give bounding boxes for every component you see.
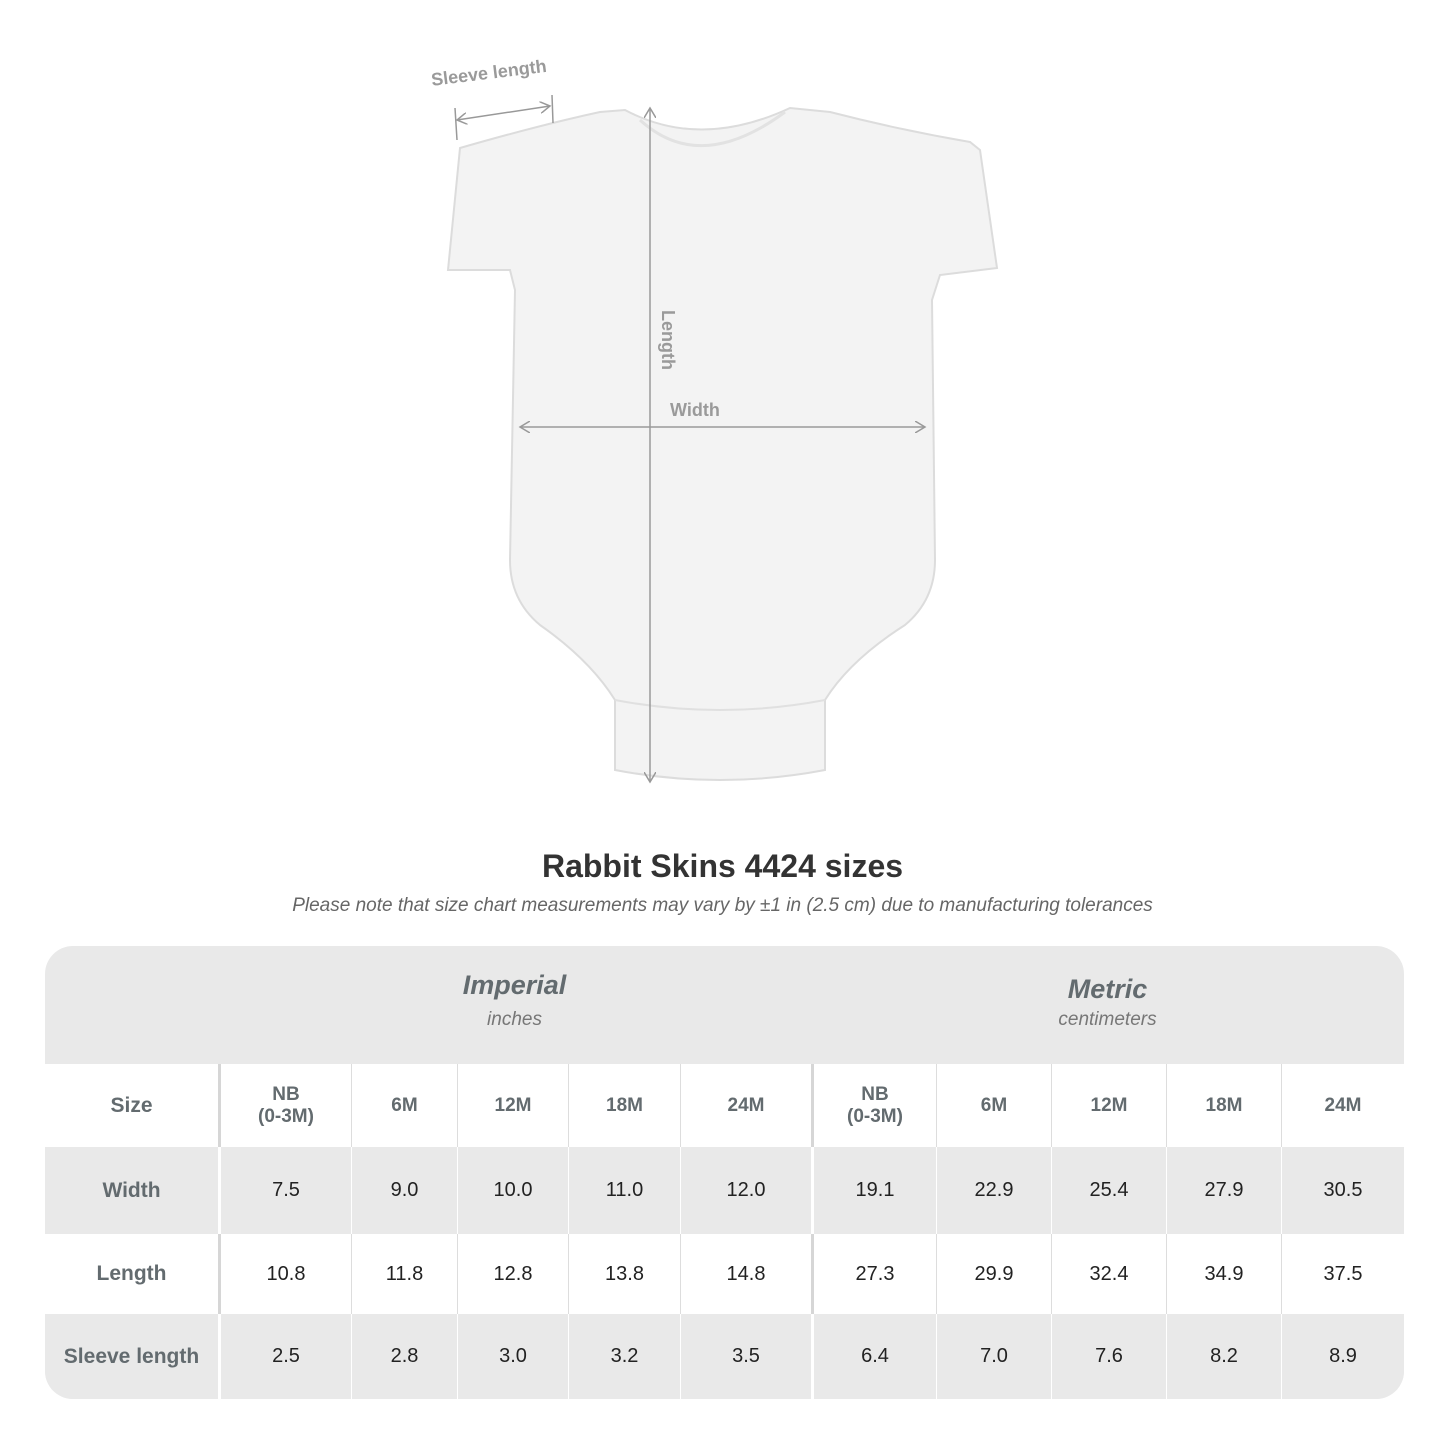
- length-label: Length: [658, 310, 678, 370]
- row-label: Length: [96, 1262, 167, 1285]
- size-header: 18M: [568, 1064, 680, 1147]
- size-header: 12M: [457, 1064, 568, 1147]
- onesie-image: [446, 106, 999, 781]
- table-cell: 2.8: [351, 1314, 457, 1399]
- row-label: Width: [102, 1178, 161, 1202]
- imperial-title: Imperial: [462, 970, 567, 1000]
- tolerance-note: Please note that size chart measurements…: [292, 895, 1153, 916]
- onesie-diagram: [446, 94, 999, 820]
- table-cell: 9.0: [351, 1147, 457, 1234]
- size-header: 24M: [1281, 1064, 1404, 1147]
- imperial-header: Imperial inches: [218, 946, 811, 1064]
- table-cell: 11.0: [568, 1147, 680, 1234]
- table-cell: 2.5: [218, 1314, 351, 1399]
- size-header: 12M: [1051, 1064, 1166, 1147]
- table-cell: 27.3: [811, 1234, 936, 1314]
- table-cell: 7.5: [218, 1147, 351, 1234]
- table-row: Length 10.8 11.8 12.8 13.8 14.8 27.3 29.9 32.4 34…: [45, 1234, 1404, 1314]
- size-table: Imperial inches Metric centimeters Size N…: [45, 946, 1404, 1399]
- size-label: Size: [110, 1093, 153, 1117]
- sleeve-measure-line: [457, 106, 550, 120]
- table-cell: 30.5: [1281, 1147, 1404, 1234]
- table-cell: 14.8: [680, 1234, 811, 1314]
- metric-header: Metric centimeters: [811, 946, 1404, 1064]
- row-label: Sleeve length: [63, 1344, 200, 1368]
- size-header: 6M: [936, 1064, 1051, 1147]
- table-cell: 8.2: [1166, 1314, 1281, 1399]
- table-cell: 7.6: [1051, 1314, 1166, 1399]
- size-header: 18M: [1166, 1064, 1281, 1147]
- table-cell: 32.4: [1051, 1234, 1166, 1314]
- table-cell: 22.9: [936, 1147, 1051, 1234]
- size-header: NB (0-3M): [811, 1064, 936, 1147]
- table-cell: 34.9: [1166, 1234, 1281, 1314]
- table-cell: 25.4: [1051, 1147, 1166, 1234]
- metric-title: Metric: [1067, 974, 1148, 1004]
- table-cell: 3.5: [680, 1314, 811, 1399]
- size-header: 6M: [351, 1064, 457, 1147]
- table-cell: 7.0: [936, 1314, 1051, 1399]
- size-header: NB (0-3M): [218, 1064, 351, 1147]
- snap-flap-seam: [614, 699, 826, 711]
- table-row: Width 7.5 9.0 10.0 11.0 12.0 19.1 22.9 25.4 27.9 3…: [45, 1147, 1404, 1234]
- table-cell: 12.0: [680, 1147, 811, 1234]
- size-header: 24M: [680, 1064, 811, 1147]
- table-cell: 10.8: [218, 1234, 351, 1314]
- table-cell: 27.9: [1166, 1147, 1281, 1234]
- table-cell: 29.9: [936, 1234, 1051, 1314]
- sleeve-measure-tick-right: [551, 94, 554, 124]
- table-cell: 3.0: [457, 1314, 568, 1399]
- metric-unit: centimeters: [1058, 1009, 1157, 1030]
- table-cell: 19.1: [811, 1147, 936, 1234]
- table-cell: 11.8: [351, 1234, 457, 1314]
- table-row: Sleeve length 2.5 2.8 3.0 3.2 3.5 6.4 7.0 7.6 8.2…: [45, 1314, 1404, 1399]
- sleeve-measure-tick-left: [454, 107, 458, 141]
- width-label: Width: [670, 400, 720, 420]
- table-cell: 37.5: [1281, 1234, 1404, 1314]
- size-header-row: Size NB (0-3M) 6M 12M 18M 24M NB (0-3M) 6M 12M 18…: [45, 1064, 1404, 1147]
- table-cell: 8.9: [1281, 1314, 1404, 1399]
- table-cell: 12.8: [457, 1234, 568, 1314]
- table-cell: 10.0: [457, 1147, 568, 1234]
- table-cell: 6.4: [811, 1314, 936, 1399]
- table-cell: 3.2: [568, 1314, 680, 1399]
- page-title: Rabbit Skins 4424 sizes: [541, 848, 904, 884]
- table-cell: 13.8: [568, 1234, 680, 1314]
- imperial-unit: inches: [487, 1009, 542, 1030]
